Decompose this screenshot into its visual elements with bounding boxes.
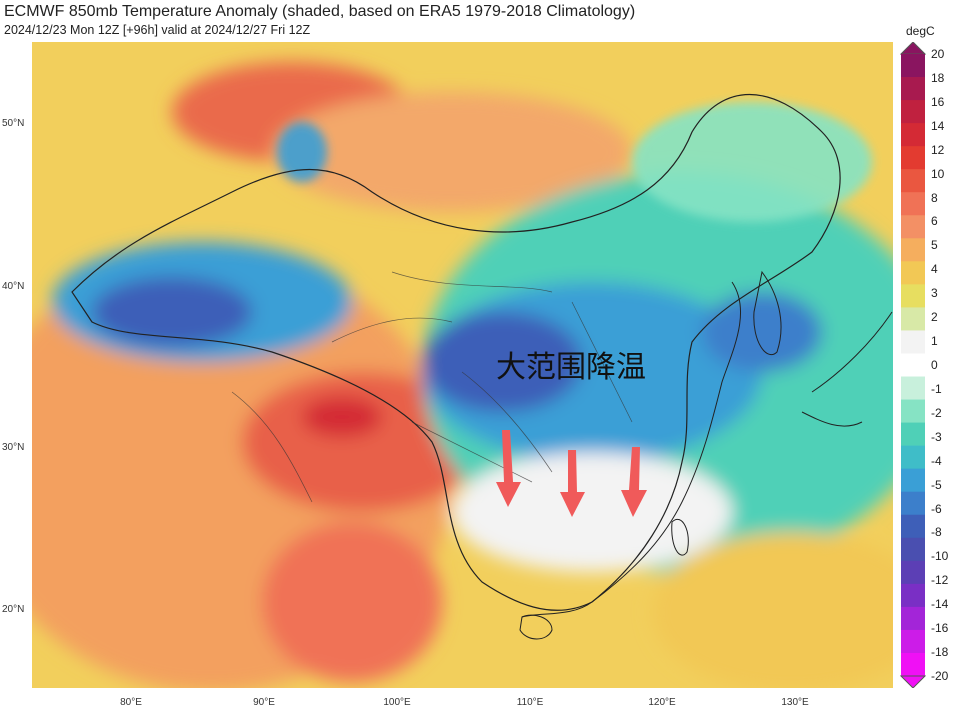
colorbar-tick-label: -4 — [931, 453, 942, 468]
colorbar-swatch — [901, 422, 925, 447]
colorbar-tick-label: -5 — [931, 477, 942, 492]
colorbar-swatch — [901, 583, 925, 608]
lat-label-40: 40°N — [2, 281, 25, 292]
lon-label-100: 100°E — [383, 697, 411, 708]
colorbar-swatch — [901, 468, 925, 493]
colorbar-tick-label: 18 — [931, 70, 945, 85]
colorbar-tick-label: -16 — [931, 621, 949, 636]
anomaly-warm-tibet — [242, 372, 482, 512]
temperature-anomaly-map — [32, 42, 893, 688]
anomaly-cold-deep — [422, 312, 582, 412]
colorbar-tick-label: 4 — [931, 262, 938, 277]
chart-title: ECMWF 850mb Temperature Anomaly (shaded,… — [4, 3, 636, 20]
taiwan-island — [671, 519, 689, 556]
colorbar-tick-label: 5 — [931, 238, 938, 253]
colorbar-swatch — [901, 261, 925, 285]
colorbar-swatch — [901, 376, 925, 401]
lon-label-90: 90°E — [253, 697, 275, 708]
cooling-arrows — [496, 430, 647, 517]
colorbar-swatch — [901, 54, 925, 78]
korea-peninsula — [753, 270, 782, 355]
anomaly-warm-southwest — [262, 522, 442, 682]
colorbar-tick-label: -14 — [931, 597, 949, 612]
colorbar-max-arrow — [899, 41, 927, 55]
hainan-island — [519, 614, 553, 640]
colorbar-min-arrow — [899, 675, 927, 689]
anomaly-warm-sea — [652, 532, 893, 688]
anomaly-cold-mongolia — [277, 122, 327, 182]
colorbar-swatch — [901, 537, 925, 562]
colorbar-tick-label: -6 — [931, 501, 942, 516]
colorbar-tick-label: -1 — [931, 381, 942, 396]
colorbar — [899, 41, 927, 689]
anomaly-warm-north — [272, 92, 632, 212]
colorbar-tick-label: 2 — [931, 310, 938, 325]
colorbar-tick-label: 0 — [931, 358, 938, 372]
china-border — [71, 93, 841, 611]
colorbar-tick-label: 16 — [931, 94, 945, 109]
colorbar-swatch — [901, 652, 925, 677]
colorbar-tick-label: -2 — [931, 405, 942, 420]
colorbar-swatch — [901, 284, 925, 308]
lon-label-80: 80°E — [120, 697, 142, 708]
colorbar-tick-label: 3 — [931, 286, 938, 301]
anomaly-warm-core — [302, 397, 382, 437]
colorbar-swatch — [901, 353, 925, 378]
lat-label-20: 20°N — [2, 604, 25, 615]
colorbar-tick-label: -10 — [931, 549, 949, 564]
colorbar-swatch — [901, 169, 925, 193]
colorbar-swatch — [901, 215, 925, 239]
colorbar-tick-label: -18 — [931, 645, 949, 660]
colorbar-tick-label: 8 — [931, 190, 938, 205]
colorbar-swatch — [901, 100, 925, 124]
lon-label-120: 120°E — [648, 697, 676, 708]
colorbar-swatch — [901, 123, 925, 147]
colorbar-tick-label: -8 — [931, 525, 942, 540]
arrow-east — [621, 447, 647, 517]
colorbar-tick-label: 20 — [931, 47, 945, 61]
colorbar-swatch — [901, 606, 925, 631]
lat-label-50: 50°N — [2, 118, 25, 129]
colorbar-swatch — [901, 146, 925, 170]
arrow-middle — [560, 450, 585, 517]
lon-label-130: 130°E — [781, 697, 809, 708]
colorbar-swatch — [901, 238, 925, 262]
lat-label-30: 30°N — [2, 442, 25, 453]
japan-islands — [801, 311, 893, 427]
coastline — [521, 281, 741, 618]
colorbar-tick-label: 6 — [931, 214, 938, 229]
colorbar-swatch — [901, 307, 925, 331]
colorbar-swatch — [901, 514, 925, 539]
colorbar-tick-label: -20 — [931, 669, 949, 683]
colorbar-tick-label: 14 — [931, 118, 945, 133]
chart-subtitle: 2024/12/23 Mon 12Z [+96h] valid at 2024/… — [4, 23, 311, 37]
colorbar-swatch — [901, 192, 925, 216]
colorbar-swatch — [901, 77, 925, 101]
arrow-west — [496, 430, 521, 507]
colorbar-unit: degC — [906, 24, 935, 38]
lon-label-110: 110°E — [516, 697, 544, 708]
colorbar-tick-label: 12 — [931, 142, 945, 157]
colorbar-tick-label: 10 — [931, 166, 945, 181]
colorbar-swatch — [901, 560, 925, 585]
colorbar-swatch — [901, 445, 925, 470]
anomaly-cold-korea — [702, 292, 822, 372]
colorbar-swatch — [901, 491, 925, 516]
anomaly-cold-basin — [92, 277, 252, 347]
colorbar-swatch — [901, 330, 925, 354]
anomaly-cool-south — [452, 452, 732, 572]
colorbar-tick-label: 1 — [931, 334, 938, 349]
colorbar-tick-label: -3 — [931, 429, 942, 444]
annotation-text: 大范围降温 — [496, 350, 646, 385]
colorbar-tick-label: -12 — [931, 573, 949, 588]
province-borders — [231, 271, 633, 503]
colorbar-swatch — [901, 399, 925, 424]
colorbar-swatch — [901, 629, 925, 654]
